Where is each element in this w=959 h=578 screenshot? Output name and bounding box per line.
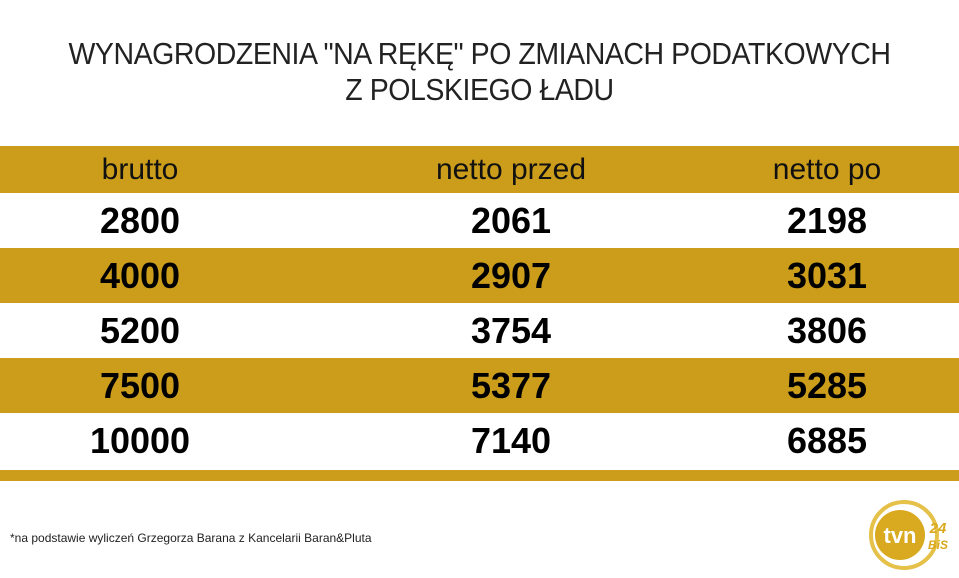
title-line-2: Z POLSKIEGO ŁADU bbox=[345, 72, 614, 107]
table-cell: 5377 bbox=[470, 365, 552, 406]
page-title: WYNAGRODZENIA "NA RĘKĘ" PO ZMIANACH PODA… bbox=[38, 36, 920, 108]
table-row: 5200 3754 3806 bbox=[0, 303, 959, 358]
header-netto-po: netto po bbox=[772, 153, 882, 186]
table-cell: 10000 bbox=[89, 420, 191, 461]
table-cell: 4000 bbox=[99, 255, 181, 296]
svg-text:tvn: tvn bbox=[884, 523, 917, 548]
table-cell: 2800 bbox=[99, 200, 181, 241]
header-brutto: brutto bbox=[101, 153, 179, 186]
svg-text:BiS: BiS bbox=[928, 538, 948, 552]
table-header: brutto netto przed netto po bbox=[0, 146, 959, 193]
table-cell: 7500 bbox=[99, 365, 181, 406]
table-cell: 5200 bbox=[99, 310, 181, 351]
table-cell: 2061 bbox=[470, 200, 552, 241]
svg-text:24: 24 bbox=[929, 520, 947, 537]
table-cell: 2198 bbox=[786, 200, 868, 241]
table-row: 10000 7140 6885 bbox=[0, 413, 959, 468]
footnote: *na podstawie wyliczeń Grzegorza Barana … bbox=[10, 531, 372, 545]
table-cell: 5285 bbox=[786, 365, 868, 406]
table-cell: 6885 bbox=[786, 420, 868, 461]
table-row: 2800 2061 2198 bbox=[0, 193, 959, 248]
table-row: 4000 2907 3031 bbox=[0, 248, 959, 303]
table-cell: 3806 bbox=[786, 310, 868, 351]
table-cell: 3754 bbox=[470, 310, 552, 351]
tvn24-bis-logo: tvn 24 BiS bbox=[869, 500, 948, 570]
table-cell: 3031 bbox=[786, 255, 868, 296]
table-cell: 2907 bbox=[470, 255, 552, 296]
title-line-1: WYNAGRODZENIA "NA RĘKĘ" PO ZMIANACH PODA… bbox=[68, 36, 891, 71]
table-row: 7500 5377 5285 bbox=[0, 358, 959, 413]
bottom-bar bbox=[0, 470, 959, 481]
header-netto-przed: netto przed bbox=[435, 153, 587, 186]
table-cell: 7140 bbox=[470, 420, 552, 461]
